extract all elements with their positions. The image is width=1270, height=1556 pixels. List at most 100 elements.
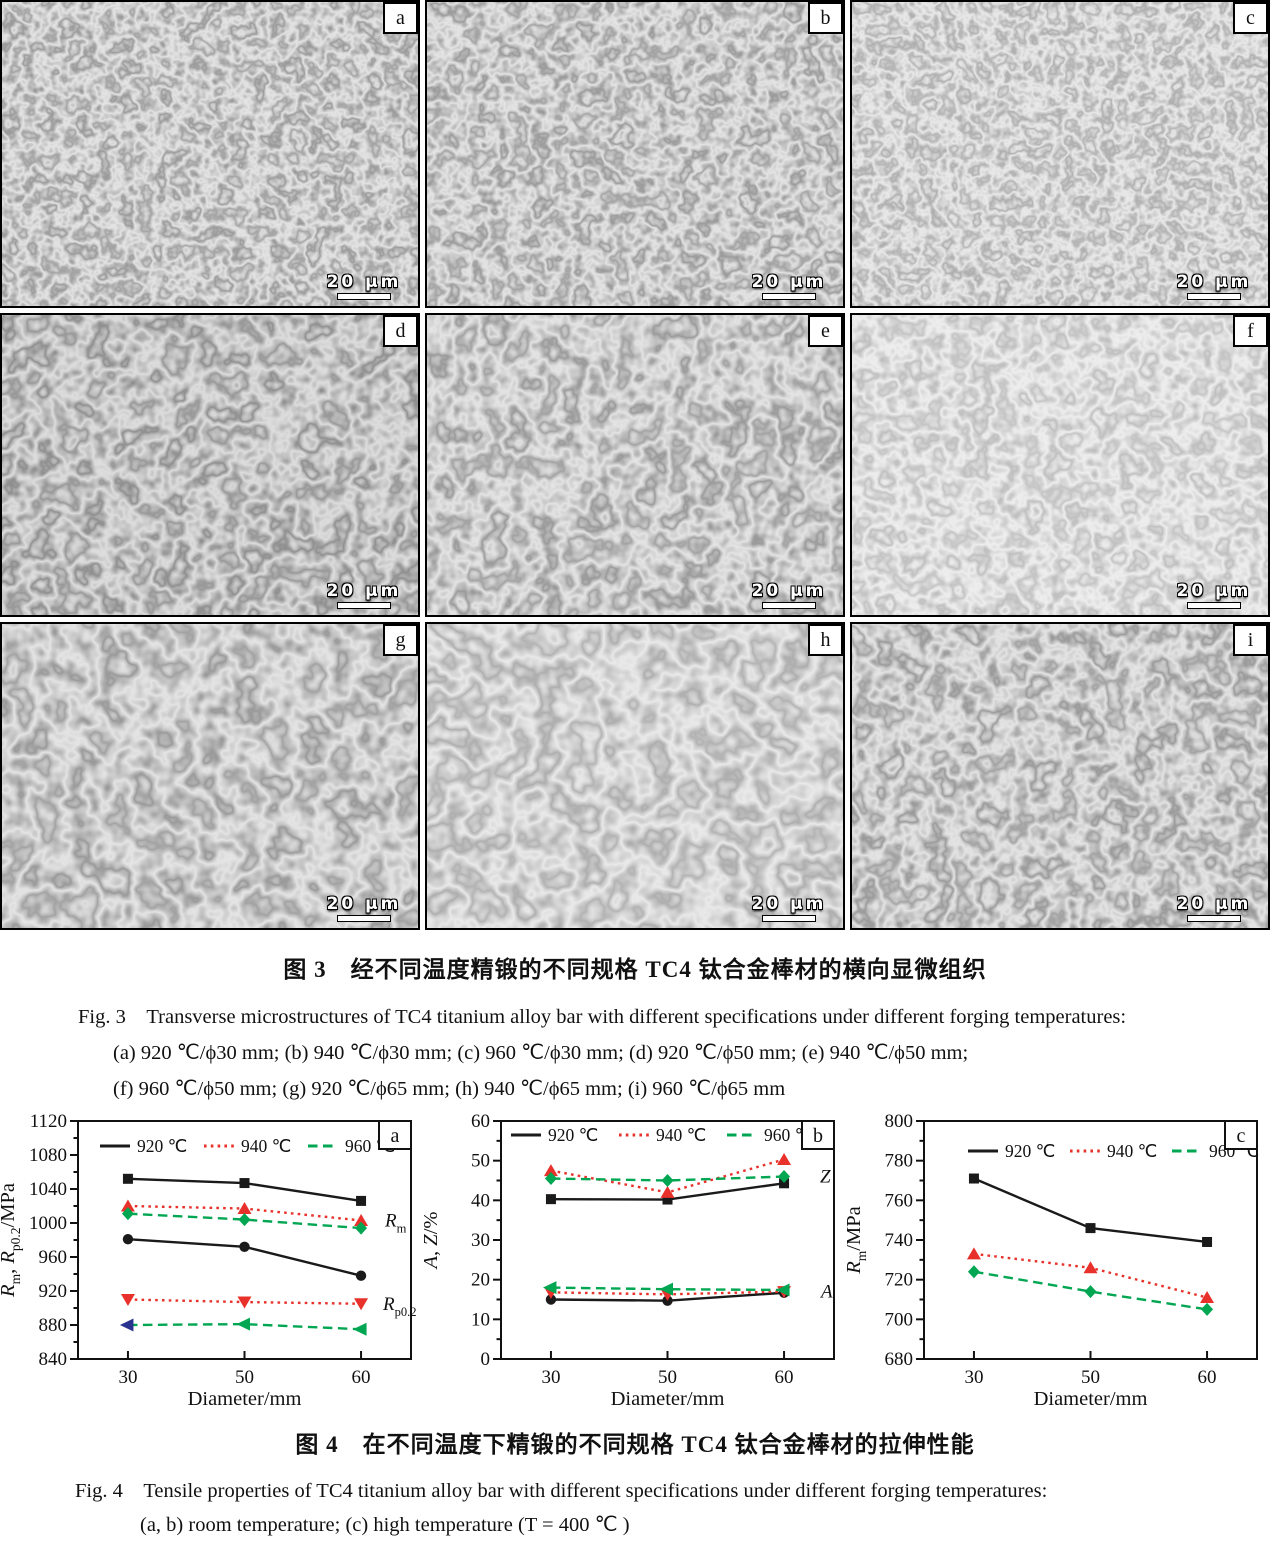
svg-text:800: 800 [885, 1111, 914, 1132]
micro-texture-svg [852, 2, 1268, 306]
fig4-caption: 图 4 在不同温度下精锻的不同规格 TC4 钛合金棒材的拉伸性能 Fig. 4 … [0, 1425, 1270, 1537]
micro-texture-svg [2, 2, 418, 306]
fig3-caption-en: Fig. 3 Transverse microstructures of TC4… [78, 1006, 1127, 1028]
svg-text:940 ℃: 940 ℃ [656, 1125, 706, 1145]
micrograph-texture [852, 2, 1268, 306]
micrograph-texture [852, 315, 1268, 615]
svg-text:1040: 1040 [29, 1179, 67, 1200]
svg-text:920 ℃: 920 ℃ [137, 1136, 187, 1156]
figure4-charts: 840 880 920 960 1000 1040 1080 1120 30 50 60 920 ℃ 9… [0, 1109, 1270, 1410]
scale-bar-line [337, 293, 391, 300]
svg-text:b: b [813, 1125, 823, 1147]
svg-text:A: A [819, 1282, 833, 1303]
scale-bar-label: 20 μm [326, 894, 402, 914]
micro-texture-svg [852, 315, 1268, 615]
scale-bar-label: 20 μm [751, 894, 827, 914]
svg-text:1120: 1120 [30, 1111, 67, 1132]
scale-bar-label: 20 μm [751, 272, 827, 292]
micro-texture-svg [2, 315, 418, 615]
svg-text:30: 30 [118, 1367, 137, 1388]
scale-bar: 20 μm [747, 581, 831, 609]
svg-text:960: 960 [39, 1247, 68, 1268]
fig4-caption-en: Fig. 4 Tensile properties of TC4 titaniu… [75, 1480, 1048, 1502]
micrograph-texture [427, 624, 843, 928]
panel-label: f [1233, 315, 1268, 347]
micro-panel-g: g 20 μm [0, 622, 420, 930]
scale-bar: 20 μm [747, 272, 831, 300]
scale-bar: 20 μm [1172, 581, 1256, 609]
svg-text:30: 30 [964, 1367, 983, 1388]
scale-bar-line [337, 915, 391, 922]
micro-texture-svg [852, 624, 1268, 928]
svg-text:50: 50 [658, 1367, 677, 1388]
svg-text:Diameter/mm: Diameter/mm [1034, 1388, 1148, 1410]
svg-text:30: 30 [471, 1230, 490, 1251]
panel-label: c [1233, 2, 1268, 34]
scale-bar: 20 μm [322, 581, 406, 609]
scale-bar: 20 μm [322, 894, 406, 922]
panel-label: d [383, 315, 418, 347]
fig4-caption-line3: (a, b) room temperature; (c) high temper… [140, 1514, 630, 1536]
svg-text:50: 50 [235, 1367, 254, 1388]
svg-text:920 ℃: 920 ℃ [548, 1125, 598, 1145]
scale-bar-label: 20 μm [1176, 894, 1252, 914]
micro-panel-i: i 20 μm [850, 622, 1270, 930]
svg-text:Diameter/mm: Diameter/mm [611, 1388, 725, 1410]
svg-text:Rm, Rp0.2/MPa: Rm, Rp0.2/MPa [0, 1183, 23, 1298]
svg-text:880: 880 [39, 1315, 68, 1336]
micro-panel-d: d 20 μm [0, 313, 420, 617]
micrograph-texture [2, 2, 418, 306]
svg-text:760: 760 [885, 1190, 914, 1211]
scale-bar: 20 μm [1172, 894, 1256, 922]
svg-text:A, Z/%: A, Z/% [420, 1212, 442, 1271]
scale-bar-label: 20 μm [326, 581, 402, 601]
svg-text:c: c [1237, 1125, 1246, 1147]
svg-text:60: 60 [1198, 1367, 1217, 1388]
fig4-caption-cn: 图 4 在不同温度下精锻的不同规格 TC4 钛合金棒材的拉伸性能 [295, 1432, 975, 1457]
fig3-caption-line4: (f) 960 ℃/ϕ50 mm; (g) 920 ℃/ϕ65 mm; (h) … [113, 1078, 786, 1100]
svg-text:Z: Z [820, 1167, 831, 1188]
panel-label: g [383, 624, 418, 656]
svg-text:720: 720 [885, 1270, 914, 1291]
chart-c: 680 700 720 740 760 780 800 30 50 60 920 ℃ 940 ℃ 960… [843, 1109, 1269, 1410]
scale-bar: 20 μm [747, 894, 831, 922]
scale-bar-label: 20 μm [326, 272, 402, 292]
fig3-caption-cn: 图 3 经不同温度精锻的不同规格 TC4 钛合金棒材的横向显微组织 [283, 957, 987, 982]
panel-label: i [1233, 624, 1268, 656]
panel-label: a [383, 2, 418, 34]
chart-b: 0 10 20 30 40 50 60 30 50 60 920 ℃ 940 ℃ 960 ℃ Z A Diam… [420, 1109, 846, 1410]
svg-text:Diameter/mm: Diameter/mm [188, 1388, 302, 1410]
scale-bar-line [762, 293, 816, 300]
svg-text:1000: 1000 [29, 1213, 67, 1234]
svg-text:40: 40 [471, 1190, 490, 1211]
svg-text:680: 680 [885, 1349, 914, 1370]
svg-text:20: 20 [471, 1270, 490, 1291]
panel-label: e [808, 315, 843, 347]
svg-text:50: 50 [471, 1151, 490, 1172]
svg-text:60: 60 [352, 1367, 371, 1388]
scale-bar-line [762, 602, 816, 609]
svg-text:840: 840 [39, 1349, 68, 1370]
micro-texture-svg [427, 624, 843, 928]
scale-bar: 20 μm [322, 272, 406, 300]
micro-panel-f: f 20 μm [850, 313, 1270, 617]
svg-text:30: 30 [541, 1367, 560, 1388]
panel-label: b [808, 2, 843, 34]
scale-bar-label: 20 μm [751, 581, 827, 601]
scale-bar-label: 20 μm [1176, 581, 1252, 601]
fig3-caption-line3: (a) 920 ℃/ϕ30 mm; (b) 940 ℃/ϕ30 mm; (c) … [113, 1042, 969, 1064]
svg-text:a: a [391, 1125, 400, 1147]
svg-text:940 ℃: 940 ℃ [1107, 1141, 1157, 1161]
svg-text:10: 10 [471, 1309, 490, 1330]
micro-panel-c: c 20 μm [850, 0, 1270, 308]
svg-text:780: 780 [885, 1151, 914, 1172]
scale-bar-line [1187, 915, 1241, 922]
chart-a: 840 880 920 960 1000 1040 1080 1120 30 50 60 920 ℃ 9… [0, 1109, 423, 1410]
micro-panel-b: b 20 μm [425, 0, 845, 308]
scale-bar-line [762, 915, 816, 922]
svg-text:740: 740 [885, 1230, 914, 1251]
micro-panel-h: h 20 μm [425, 622, 845, 930]
